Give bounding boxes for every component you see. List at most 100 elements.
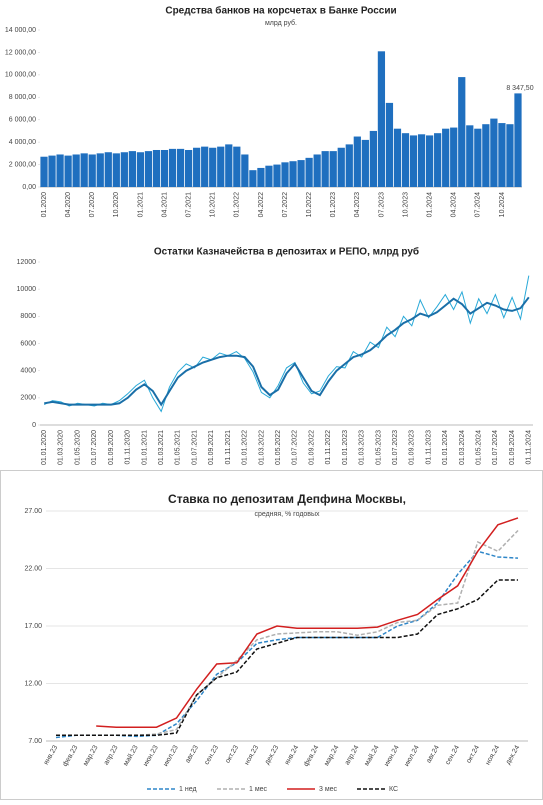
bar — [88, 154, 96, 187]
bar — [393, 128, 402, 187]
bar — [297, 160, 305, 187]
bar — [442, 128, 450, 187]
bar — [345, 144, 353, 187]
x-tick-label: июл.23 — [162, 744, 180, 767]
x-tick-label: окт.23 — [224, 744, 240, 764]
x-tick-label: 04.2021 — [161, 192, 168, 217]
y-tick-label: 10000 — [17, 286, 37, 293]
x-tick-label: 01.05.2021 — [175, 430, 182, 465]
y-tick-label: 12 000,00 — [5, 49, 36, 56]
x-tick-label: апр.24 — [344, 744, 361, 766]
x-tick-label: 07.2021 — [185, 192, 192, 217]
bar — [498, 123, 506, 187]
x-tick-label: окт.24 — [465, 744, 481, 764]
x-tick-label: 01.03.2024 — [459, 430, 466, 465]
x-tick-label: 04.2024 — [451, 192, 458, 217]
y-tick-label: 0,00 — [22, 184, 36, 191]
bar — [514, 93, 522, 187]
bar — [458, 77, 466, 187]
legend-label: КС — [389, 786, 398, 793]
bar — [217, 146, 225, 187]
chart-subtitle: средняя, % годовых — [254, 511, 320, 518]
x-tick-label: 01.01.2022 — [242, 430, 249, 465]
x-tick-label: 10.2023 — [402, 192, 409, 217]
x-tick-label: 07.2023 — [378, 192, 385, 217]
bar — [249, 170, 257, 187]
x-tick-label: 01.01.2020 — [41, 430, 48, 465]
x-tick-label: 01.09.2023 — [409, 430, 416, 465]
bar — [56, 154, 64, 187]
chart-subtitle: млрд руб. — [265, 19, 297, 27]
y-tick-label: 12000 — [17, 259, 37, 266]
bar — [377, 51, 386, 187]
bar — [128, 151, 136, 187]
x-tick-label: апр.23 — [103, 744, 120, 766]
bar — [40, 156, 48, 187]
x-tick-label: янв.23 — [43, 744, 60, 766]
x-tick-label: 01.07.2023 — [392, 430, 399, 465]
chart-title: Ставка по депозитам Депфина Москвы, — [168, 492, 406, 506]
legend-label: 3 мес — [319, 786, 338, 793]
bar — [273, 164, 281, 187]
x-tick-label: 01.2023 — [330, 192, 337, 217]
y-tick-label: 4 000,00 — [9, 139, 36, 146]
x-tick-label: 01.05.2022 — [275, 430, 282, 465]
x-tick-label: июн.24 — [383, 744, 400, 767]
x-tick-label: 01.03.2022 — [258, 430, 265, 465]
series-line — [43, 275, 530, 413]
bar — [144, 151, 153, 187]
bar — [72, 154, 80, 187]
bar — [80, 153, 88, 187]
bar — [168, 148, 177, 187]
x-tick-label: ноя.23 — [244, 744, 261, 766]
x-tick-label: фев.23 — [62, 744, 80, 768]
x-tick-label: 01.09.2020 — [108, 430, 115, 465]
bar — [474, 128, 482, 187]
x-tick-label: дек.24 — [505, 744, 522, 766]
x-tick-label: июн.23 — [142, 744, 159, 767]
y-tick-label: 2000 — [20, 395, 36, 402]
x-tick-label: 01.07.2024 — [492, 430, 499, 465]
bar — [313, 154, 321, 187]
x-tick-label: 10.2022 — [306, 192, 313, 217]
series-line — [56, 579, 518, 737]
y-tick-label: 7.00 — [28, 738, 42, 745]
bar — [209, 147, 217, 187]
bar — [506, 124, 514, 187]
bar — [417, 134, 426, 187]
bar — [361, 139, 369, 187]
y-tick-label: 22.00 — [24, 565, 42, 572]
x-tick-label: 01.11.2021 — [225, 430, 232, 465]
x-tick-label: 01.05.2020 — [74, 430, 81, 465]
x-tick-label: 01.01.2023 — [342, 430, 349, 465]
x-tick-label: 01.05.2024 — [476, 430, 483, 465]
bar — [136, 152, 145, 187]
x-tick-label: 01.07.2022 — [292, 430, 299, 465]
bar — [337, 147, 345, 187]
bar — [426, 135, 434, 187]
bar — [305, 157, 313, 187]
bar — [201, 146, 209, 187]
bar — [450, 127, 458, 187]
x-tick-label: май.24 — [363, 744, 381, 767]
bar — [401, 133, 410, 187]
y-tick-label: 10 000,00 — [5, 72, 36, 79]
value-label: 8 347,50 — [506, 85, 533, 92]
x-tick-label: 01.09.2024 — [509, 430, 516, 465]
x-tick-label: 01.2021 — [137, 192, 144, 217]
x-tick-label: июл.24 — [403, 744, 421, 767]
x-tick-label: янв.24 — [284, 744, 301, 766]
bar — [160, 149, 169, 187]
x-tick-label: 01.09.2021 — [208, 430, 215, 465]
bar — [120, 152, 128, 187]
bar — [64, 155, 72, 187]
x-tick-label: 01.01.2024 — [442, 430, 449, 465]
bar — [152, 149, 161, 187]
bar — [353, 136, 361, 187]
x-tick-label: 04.2023 — [354, 192, 361, 217]
x-tick-label: май.23 — [122, 744, 140, 767]
bar — [176, 148, 185, 187]
x-tick-label: авг.23 — [184, 744, 200, 764]
